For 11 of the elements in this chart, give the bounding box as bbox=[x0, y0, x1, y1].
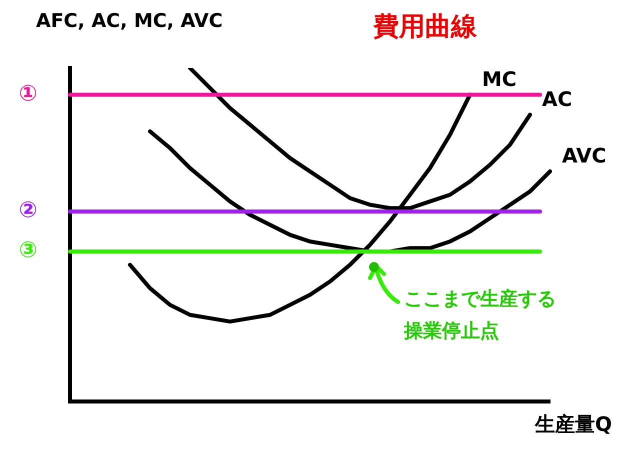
annotation: 操業停止点 bbox=[403, 320, 499, 342]
chart-title: 費用曲線 bbox=[372, 12, 478, 42]
series-label: MC bbox=[482, 66, 517, 91]
annotation: ここまで生産する bbox=[404, 288, 556, 310]
ref-line-label: ① bbox=[18, 81, 38, 106]
x-axis-title: 生産量Q bbox=[534, 412, 612, 436]
ref-line-label: ③ bbox=[18, 238, 38, 264]
ref-line-label: ② bbox=[18, 198, 38, 224]
series-label: AC bbox=[542, 86, 572, 111]
series-label: AVC bbox=[562, 144, 606, 168]
y-axis-title: AFC, AC, MC, AVC bbox=[36, 10, 223, 32]
